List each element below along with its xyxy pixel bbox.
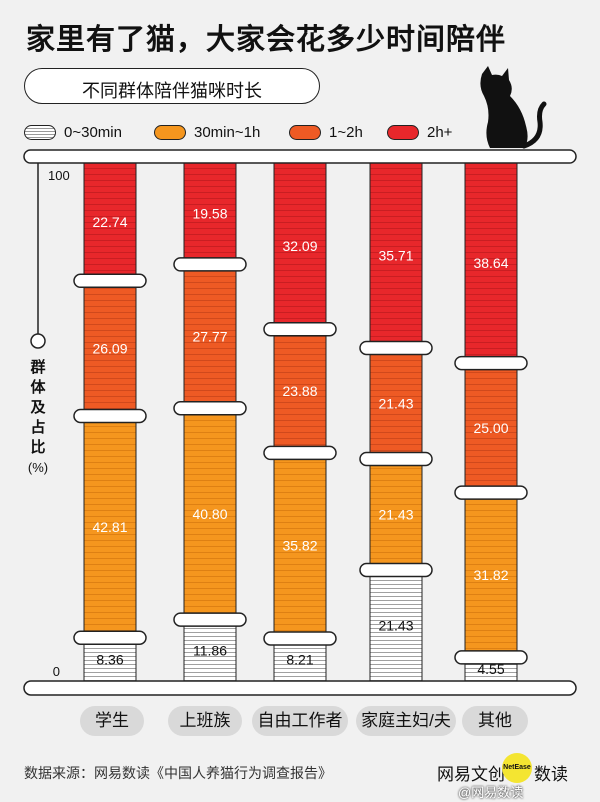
y-axis-marker: [30, 333, 46, 349]
y-axis-label-char: 占: [30, 418, 45, 436]
data-labels-layer: 8.36 42.81 26.09 22.74 11.86 40.80 27.77 19.58 8…: [73, 206, 528, 677]
top-rail: [23, 149, 577, 164]
data-label-30min-1h: 31.82: [473, 567, 508, 583]
legend-label: 2h+: [427, 123, 453, 141]
bar-segment-0-30min: [183, 619, 237, 682]
data-label-30min-1h: 21.43: [378, 506, 413, 522]
chart-subtitle: 不同群体陪伴猫咪时长: [82, 81, 262, 101]
segment-divider: [263, 631, 337, 646]
legend-swatch-2h-plus: [387, 124, 419, 140]
legend-label: 30min~1h: [194, 123, 261, 141]
y-tick-top: 100: [48, 168, 70, 183]
legend-item-2h-plus: 2h+: [387, 122, 452, 142]
segment-divider: [73, 630, 147, 645]
segment-divider: [359, 340, 433, 356]
brand-tail: 数读: [534, 765, 568, 784]
legend-label: 0~30min: [64, 123, 122, 141]
segment-divider: [173, 612, 247, 627]
data-label-2h-plus: 32.09: [282, 238, 317, 254]
y-tick-bottom: 0: [53, 664, 60, 679]
y-axis-label-char: 及: [30, 399, 46, 416]
bar-segment-1-2h: [273, 328, 327, 454]
segment-divider: [359, 451, 433, 467]
data-label-0-30min: 21.43: [378, 617, 413, 633]
bar-segment-1-2h: [464, 362, 518, 494]
segment-divider: [263, 321, 337, 337]
data-label-1-2h: 25.00: [473, 420, 508, 436]
y-axis-label-char: 群: [30, 358, 45, 376]
data-label-2h-plus: 38.64: [473, 255, 508, 271]
data-label-0-30min: 8.36: [96, 651, 123, 667]
y-axis-label-char: 比: [30, 438, 45, 456]
legend-item-30min-1h: 30min~1h: [154, 122, 260, 142]
data-label-2h-plus: 19.58: [192, 206, 227, 222]
y-axis-label-char: 体: [30, 378, 46, 396]
watermark: @网易数读: [458, 785, 524, 800]
category-label-homemaker: 家庭主妇/夫: [356, 706, 456, 736]
brand-badge: NetEase: [502, 753, 532, 783]
page-title: 家里有了猫，大家会花多少时间陪伴: [26, 24, 507, 56]
data-label-1-2h: 21.43: [378, 395, 413, 411]
segment-divider: [359, 562, 433, 578]
data-label-1-2h: 27.77: [192, 328, 227, 344]
category-label-student: 学生: [80, 706, 144, 736]
legend-label: 1~2h: [329, 123, 363, 141]
data-label-0-30min: 11.86: [193, 642, 227, 658]
data-label-2h-plus: 35.71: [378, 247, 413, 263]
y-axis-label-unit: (%): [28, 460, 48, 475]
data-label-1-2h: 26.09: [92, 340, 127, 356]
segment-divider: [173, 400, 247, 416]
subtitle-pill: 不同群体陪伴猫咪时长: [24, 68, 320, 104]
legend-swatch-1-2h: [289, 124, 321, 140]
legend-item-1-2h: 1~2h: [289, 122, 363, 142]
category-label-freelancer: 自由工作者: [252, 706, 348, 736]
segment-divider: [173, 257, 247, 272]
legend-item-0-30min: 0~30min: [24, 122, 122, 142]
segment-divider: [73, 273, 147, 289]
data-label-30min-1h: 42.81: [92, 519, 127, 535]
y-axis: 100 0: [30, 163, 70, 679]
segment-divider: [454, 485, 528, 500]
segment-divider: [73, 408, 147, 424]
bottom-rail: [23, 680, 577, 696]
legend-swatch-0-30min: [24, 124, 56, 140]
bar-segment-30min-1h: [464, 492, 518, 658]
brand-name: 网易文创: [437, 765, 505, 784]
bar-segment-0-30min: [369, 569, 423, 682]
category-label-office-worker: 上班族: [168, 706, 242, 736]
data-label-0-30min: 8.21: [286, 652, 313, 668]
segment-divider: [454, 650, 528, 665]
legend-swatch-30min-1h: [154, 124, 186, 140]
bar-segment-30min-1h: [369, 458, 423, 571]
legend: 0~30min 30min~1h 1~2h 2h+: [24, 122, 484, 142]
category-label-other: 其他: [462, 706, 528, 736]
bars-layer: [83, 162, 518, 682]
segment-divider: [263, 445, 337, 461]
bar-segment-30min-1h: [273, 452, 327, 639]
cat-icon: [480, 66, 547, 149]
bar-segment-2h-plus: [369, 162, 423, 349]
data-label-0-30min: 4.55: [477, 661, 504, 677]
source-note: 数据来源：网易数读《中国人养猫行为调查报告》: [24, 765, 332, 781]
bar-segment-30min-1h: [183, 407, 237, 621]
bar-segment-1-2h: [83, 280, 137, 417]
data-label-30min-1h: 40.80: [192, 506, 227, 522]
segment-divider: [454, 355, 528, 371]
data-label-30min-1h: 35.82: [282, 538, 317, 554]
rails-layer: [23, 149, 577, 696]
bar-segment-30min-1h: [83, 415, 137, 639]
bar-segment-2h-plus: [273, 162, 327, 330]
data-label-2h-plus: 22.74: [92, 214, 127, 230]
data-label-1-2h: 23.88: [282, 383, 317, 399]
